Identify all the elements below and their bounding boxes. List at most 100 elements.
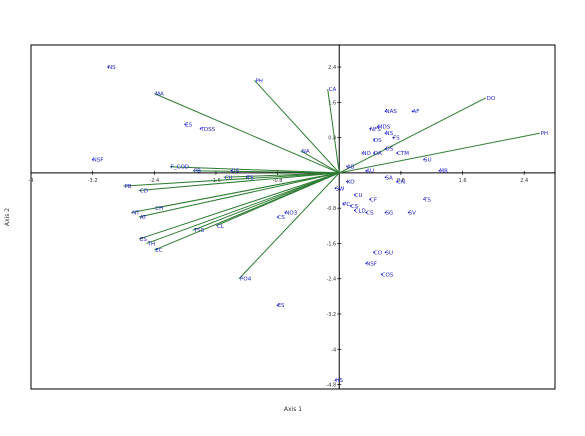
loading-vector xyxy=(154,172,340,251)
score-point xyxy=(346,180,348,183)
vector-label: F_COD xyxy=(171,165,189,171)
point-label: AU xyxy=(366,169,374,175)
vector-label: NT xyxy=(132,211,140,217)
point-label: FS xyxy=(393,136,400,142)
point-label: MDS xyxy=(378,125,391,131)
score-point xyxy=(334,379,337,381)
score-point xyxy=(91,158,94,161)
score-point xyxy=(438,169,441,172)
point-label: TS xyxy=(246,175,254,181)
score-point xyxy=(392,136,394,139)
score-point xyxy=(284,211,287,214)
vector-label: ES xyxy=(140,237,147,243)
score-point xyxy=(365,262,368,265)
vector-label: CU xyxy=(225,175,233,181)
score-point xyxy=(384,251,387,254)
vector-label: NA xyxy=(302,149,310,155)
x-tick-label: -3.2 xyxy=(88,178,98,184)
loading-vector xyxy=(327,89,340,173)
loading-vector xyxy=(138,172,340,192)
vector-label: MA xyxy=(155,92,164,98)
point-label: CO xyxy=(374,250,383,256)
point-label: DS xyxy=(231,169,239,175)
point-label: CS xyxy=(351,204,359,210)
vector-label: PO4 xyxy=(240,277,252,283)
y-tick-label: -1.6 xyxy=(326,241,336,247)
score-point xyxy=(369,127,371,130)
vector-label: CH xyxy=(155,206,163,212)
loading-vector xyxy=(339,132,540,174)
plot-frame xyxy=(30,44,556,390)
point-label: DS xyxy=(374,138,382,144)
y-tick-label: -2.4 xyxy=(326,277,336,283)
y-tick-label: 1.6 xyxy=(328,100,336,106)
score-point xyxy=(384,147,387,150)
vector-label: PB xyxy=(124,184,131,190)
score-point xyxy=(184,123,186,126)
score-point xyxy=(423,158,425,161)
point-label: NS xyxy=(385,131,393,137)
vector-label: PB xyxy=(194,169,201,175)
score-point xyxy=(396,180,398,183)
point-label: AB xyxy=(347,164,355,170)
loading-vector xyxy=(154,172,340,209)
score-point xyxy=(334,187,337,190)
point-label: NSF xyxy=(93,158,104,164)
loading-vector xyxy=(339,97,486,174)
vector-label: CA xyxy=(329,87,337,93)
x-tick-label: -0.8 xyxy=(273,178,283,184)
x-tick-label: -4 xyxy=(29,178,34,184)
point-label: CF xyxy=(370,197,377,203)
x-tick-label: -2.4 xyxy=(149,178,159,184)
point-label: DA xyxy=(374,151,382,157)
score-point xyxy=(353,194,356,196)
score-point xyxy=(384,211,387,214)
x-axis-title: Axis 1 xyxy=(284,406,302,413)
x-tick-label: 1.6 xyxy=(459,178,467,184)
point-label: CS xyxy=(366,211,374,217)
point-label: ES xyxy=(278,303,285,309)
score-point xyxy=(230,169,233,172)
point-label: SW xyxy=(335,186,344,192)
vector-label: PH xyxy=(255,78,262,84)
point-label: MR xyxy=(439,169,448,175)
vector-label: CD xyxy=(140,189,148,195)
score-point xyxy=(107,66,109,68)
point-label: NO xyxy=(362,151,371,157)
score-point xyxy=(199,127,202,130)
score-point xyxy=(245,176,248,179)
point-label: NSF xyxy=(366,261,377,267)
score-point xyxy=(423,198,425,201)
score-point xyxy=(384,176,387,179)
loading-vectors: MAPHCANADOPHF_CODPBCUPBCDNTATCHCLTSSESTH… xyxy=(123,78,548,283)
score-point xyxy=(411,110,414,112)
point-label: NS xyxy=(108,65,116,71)
score-point xyxy=(365,169,368,172)
point-label: SV xyxy=(409,211,416,217)
score-point xyxy=(342,202,344,205)
point-label: KO xyxy=(347,180,355,186)
loading-vector xyxy=(192,170,340,174)
score-point xyxy=(407,211,410,214)
loading-vector xyxy=(254,79,340,174)
loading-vector xyxy=(138,172,340,240)
score-point xyxy=(373,152,375,154)
score-point xyxy=(276,304,279,307)
tick-labels: -4 -3.2 -2.4 -1.6 -0.8 0.8 1.6 2.4 2.4 1.6 0.8 -0.8… xyxy=(29,65,529,389)
x-tick-label: 0.8 xyxy=(397,178,405,184)
vector-label: PH xyxy=(541,131,548,137)
vector-label: DO xyxy=(487,96,496,102)
y-tick-label: -3.2 xyxy=(326,312,336,318)
loading-vector xyxy=(192,172,340,231)
score-point xyxy=(384,132,387,135)
point-label: DS xyxy=(385,147,393,153)
score-point xyxy=(380,273,383,276)
point-label: CS xyxy=(278,215,286,221)
y-axis-title: Axis 2 xyxy=(4,208,11,226)
point-label: SA xyxy=(385,175,393,181)
score-point xyxy=(361,152,364,154)
point-label: NO3 xyxy=(285,211,297,217)
point-label: PC xyxy=(343,202,350,208)
